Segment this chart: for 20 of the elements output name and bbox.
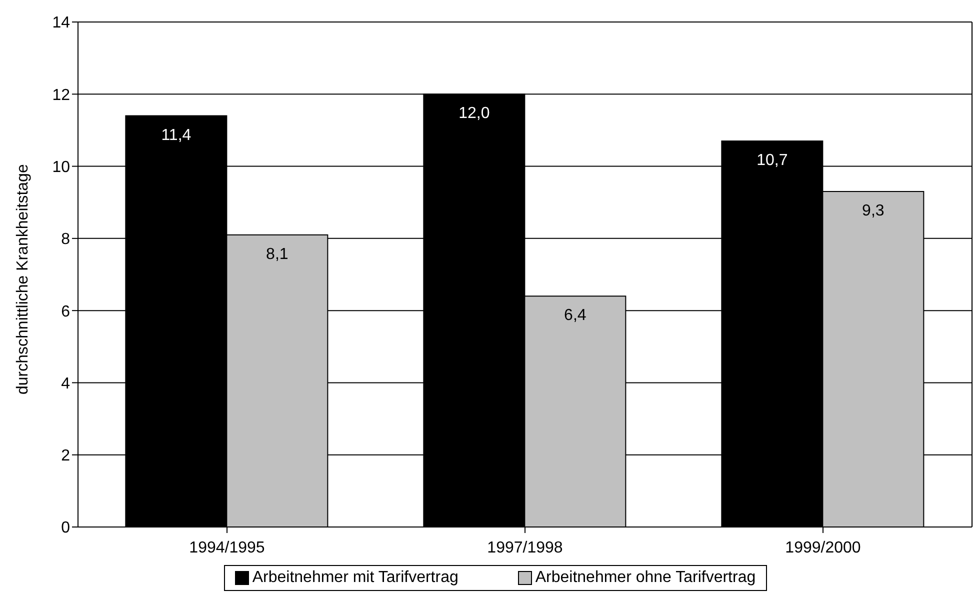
- x-tick-label: 1997/1998: [487, 539, 563, 556]
- y-tick-label: 2: [61, 448, 70, 465]
- legend-label: Arbeitnehmer ohne Tarifvertrag: [534, 569, 756, 587]
- x-tick-label: 1994/1995: [189, 539, 265, 556]
- y-tick-label: 4: [61, 375, 70, 392]
- y-tick-label: 0: [61, 520, 70, 537]
- data-label: 6,4: [564, 307, 586, 324]
- data-label: 9,3: [862, 202, 884, 220]
- y-tick-label: 14: [52, 14, 70, 32]
- x-tick-label: 1999/2000: [785, 539, 861, 556]
- legend-label: Arbeitnehmer mit Tarifvertrag: [251, 569, 458, 587]
- y-tick-label: 12: [52, 86, 70, 104]
- y-axis-title: durchschnittliche Krankheitstage: [14, 164, 32, 394]
- data-label: 10,7: [756, 152, 788, 170]
- data-label: 11,4: [161, 126, 192, 144]
- data-label: 12,0: [458, 105, 490, 122]
- y-tick-label: 6: [61, 303, 70, 320]
- y-tick-label: 10: [52, 158, 70, 176]
- y-tick-label: 8: [61, 231, 70, 248]
- data-label: 8,1: [266, 246, 288, 263]
